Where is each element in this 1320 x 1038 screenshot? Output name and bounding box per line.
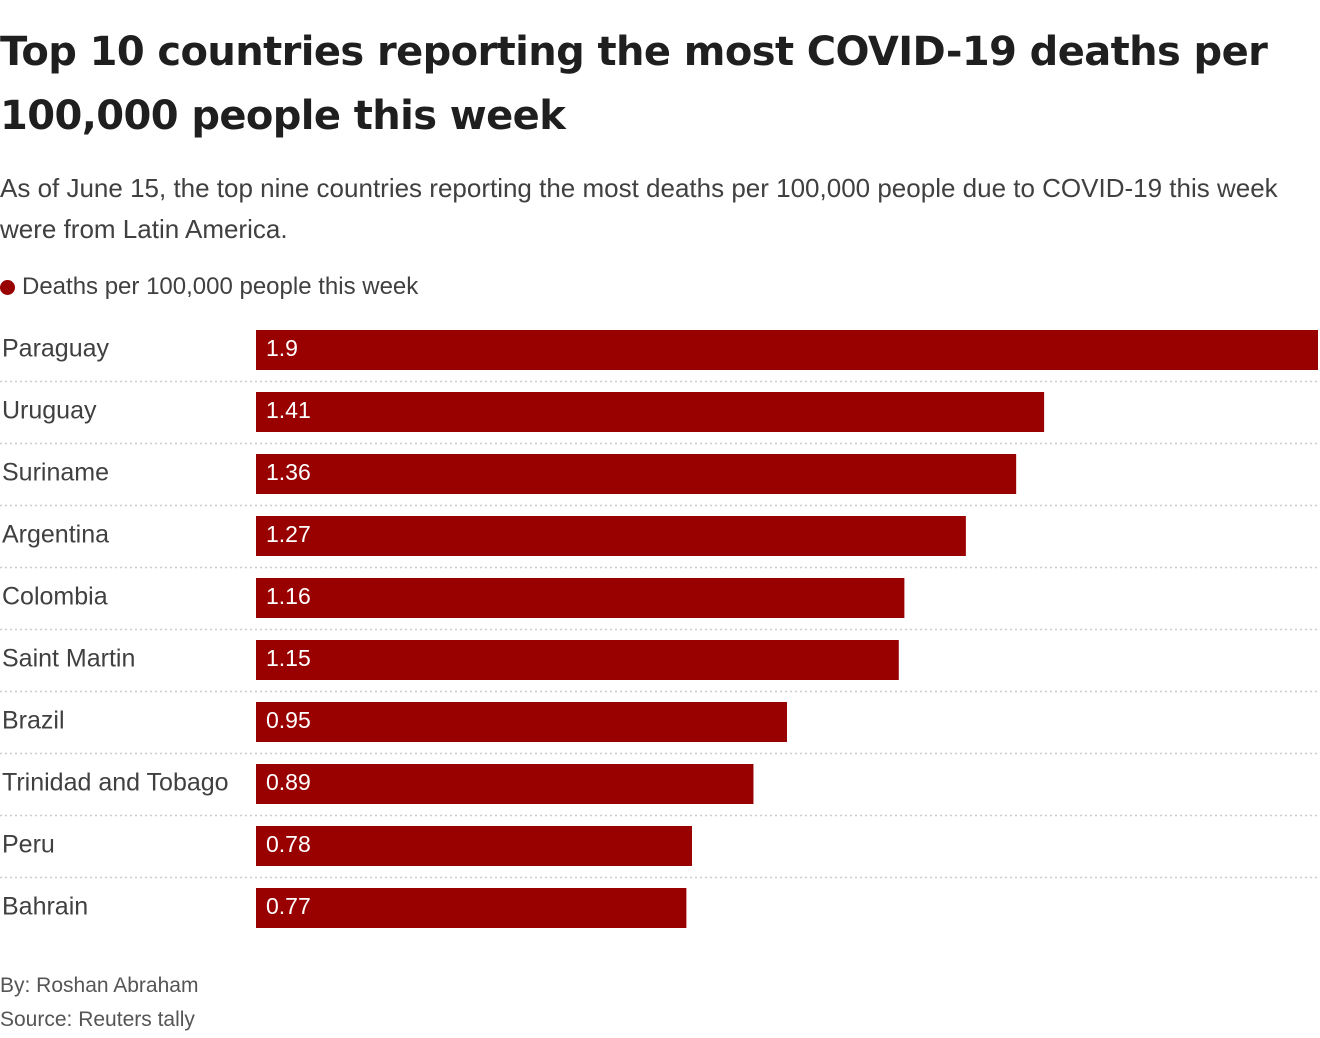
bar [256,826,692,866]
bar-row: Argentina 1.27 [0,516,1318,569]
bar-row: Bahrain 0.77 [2,888,687,928]
bar-chart: Paraguay 1.9 Uruguay 1.41 Suriname 1.36 Argent… [0,330,1318,928]
bar-row: Paraguay 1.9 [0,330,1318,383]
bar [256,454,1017,494]
bar [256,330,1318,370]
category-label: Colombia [2,583,108,611]
bar-value-label: 1.16 [266,583,311,609]
bar-value-label: 0.89 [266,769,311,795]
category-label: Saint Martin [2,645,135,673]
bar [256,578,905,618]
chart-title: Top 10 countries reporting the most COVI… [0,29,1268,139]
category-label: Trinidad and Tobago [2,769,229,797]
category-label: Peru [2,831,55,859]
bar [256,888,687,928]
bar-row: Suriname 1.36 [0,454,1318,507]
bar [256,640,899,680]
bar-value-label: 1.41 [266,397,311,423]
bar-value-label: 0.95 [266,707,311,733]
bar-value-label: 1.36 [266,459,311,485]
bar-row: Uruguay 1.41 [0,392,1318,445]
category-label: Uruguay [2,397,97,425]
bar [256,392,1045,432]
chart-subtitle: As of June 15, the top nine countries re… [0,173,1278,244]
bar-row: Peru 0.78 [0,826,1318,879]
category-label: Brazil [2,707,65,735]
legend: Deaths per 100,000 people this week [0,270,418,304]
bar-row: Colombia 1.16 [0,578,1318,631]
legend-label: Deaths per 100,000 people this week [22,273,419,300]
bar [256,702,787,742]
bar-value-label: 0.78 [266,831,311,857]
byline: By: Roshan Abraham [0,974,199,997]
bar-value-label: 1.9 [266,335,298,361]
bar-value-label: 0.77 [266,893,311,919]
category-label: Suriname [2,459,109,487]
bar [256,764,754,804]
source-note: Source: Reuters tally [0,1008,195,1031]
category-label: Argentina [2,521,109,549]
bar-value-label: 1.15 [266,645,311,671]
legend-swatch [0,279,15,295]
bar-value-label: 1.27 [266,521,311,547]
bar [256,516,966,556]
category-label: Paraguay [2,335,110,363]
bar-row: Trinidad and Tobago 0.89 [0,764,1318,817]
bar-row: Brazil 0.95 [0,702,1318,755]
category-label: Bahrain [2,893,88,921]
bar-row: Saint Martin 1.15 [0,640,1318,693]
